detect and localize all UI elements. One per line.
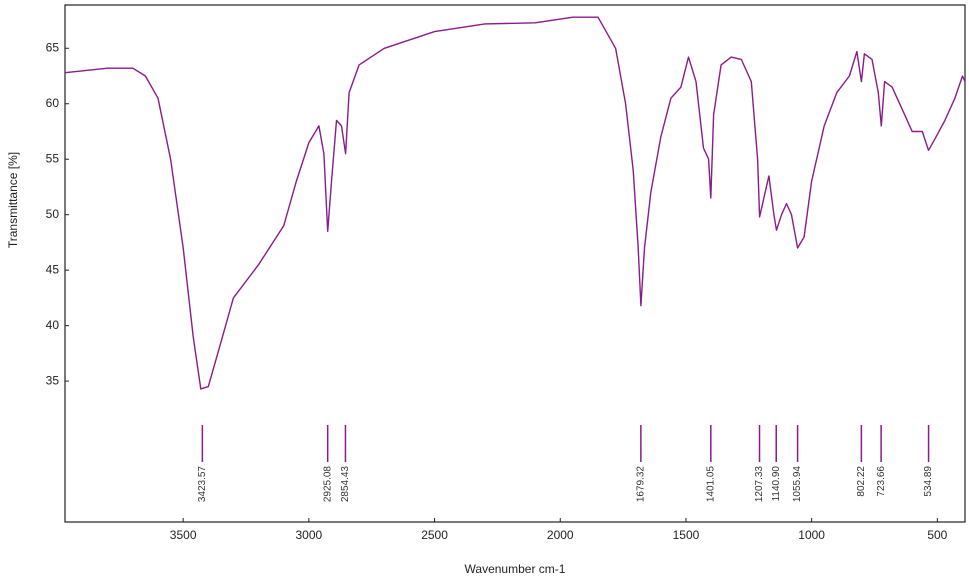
y-tick-label: 45 — [46, 262, 60, 276]
y-tick-label: 40 — [46, 318, 60, 332]
x-axis-label: Wavenumber cm-1 — [465, 562, 566, 576]
plot-frame — [64, 4, 966, 523]
peak-label: 2925.08 — [322, 466, 333, 503]
peak-label: 1140.90 — [771, 466, 782, 502]
y-tick-label: 35 — [46, 373, 60, 387]
x-tick-label: 3500 — [170, 528, 197, 542]
peak-label: 1679.32 — [636, 466, 647, 503]
x-tick-label: 1000 — [798, 528, 825, 542]
peak-label: 3423.57 — [197, 466, 208, 503]
y-axis-label: Transmittance [%] — [6, 152, 20, 248]
x-tick-label: 1500 — [673, 528, 700, 542]
peak-label: 534.89 — [923, 466, 934, 497]
peak-label: 2854.43 — [340, 466, 351, 503]
peak-label: 1055.94 — [792, 466, 803, 503]
y-tick-label: 60 — [46, 96, 60, 110]
peak-label: 1207.33 — [754, 466, 765, 503]
spectrum-line — [64, 16, 966, 390]
peak-label: 1401.05 — [705, 466, 716, 503]
y-tick-label: 55 — [46, 151, 60, 165]
peak-label: 723.66 — [876, 466, 887, 497]
x-tick-label: 2500 — [421, 528, 448, 542]
x-tick-label: 500 — [927, 528, 947, 542]
peak-label: 802.22 — [856, 466, 867, 497]
y-tick-label: 65 — [46, 40, 60, 54]
x-tick-label: 3000 — [296, 528, 323, 542]
x-tick-label: 2000 — [547, 528, 574, 542]
y-tick-label: 50 — [46, 207, 60, 221]
